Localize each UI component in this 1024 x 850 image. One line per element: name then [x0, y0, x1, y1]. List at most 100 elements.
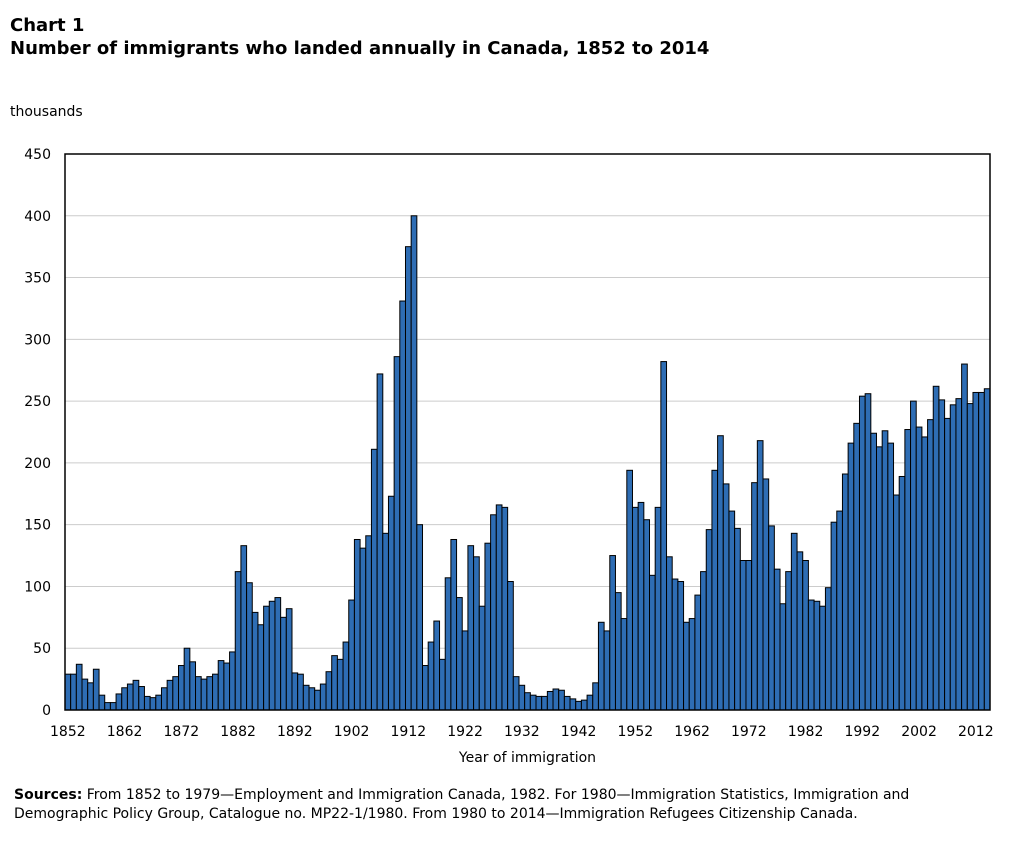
bar-1999: [898, 475, 906, 711]
bar-1956: [654, 506, 662, 711]
bar-1852: [64, 673, 72, 711]
bar-1989: [841, 473, 849, 711]
bar-1959: [671, 578, 679, 711]
bar-2006: [938, 399, 946, 711]
bar-1906: [370, 448, 378, 711]
bar-1892: [291, 672, 299, 711]
bar-1941: [569, 698, 577, 711]
chart-label: Chart 1: [10, 15, 85, 36]
bar-1974: [756, 440, 764, 711]
bar-1987: [830, 521, 838, 711]
bar-1952: [631, 506, 639, 711]
bar-1872: [177, 665, 185, 711]
bar-1897: [319, 683, 327, 711]
bar-1926: [484, 542, 492, 711]
x-tick-label: 1962: [674, 724, 710, 740]
bar-1983: [807, 599, 815, 711]
bar-1953: [637, 501, 645, 711]
bar-1907: [376, 373, 384, 711]
bar-1988: [836, 510, 843, 711]
bar-1979: [785, 571, 792, 711]
y-axis: 0 50 100 150 200 250 300 350 400 450: [24, 147, 51, 719]
bar-1912: [404, 246, 412, 711]
bar-1955: [649, 574, 656, 711]
bar-1869: [160, 687, 168, 711]
plot-frame: [64, 153, 991, 711]
sources-text: From 1852 to 1979—Employment and Immigra…: [14, 787, 910, 822]
bar-1868: [155, 694, 162, 711]
bar-1904: [359, 547, 367, 711]
bar-1938: [552, 688, 560, 711]
bar-1856: [87, 682, 94, 711]
bar-1895: [308, 687, 316, 711]
y-tick-label: 450: [24, 147, 51, 163]
sources-label: Sources:: [14, 787, 83, 803]
bar-1916: [427, 641, 435, 711]
bar-1884: [246, 582, 253, 711]
bar-1945: [592, 682, 599, 711]
x-tick-label: 2012: [958, 724, 994, 740]
bar-1861: [115, 693, 123, 711]
bar-1913: [410, 215, 418, 711]
x-tick-label: 1912: [391, 724, 427, 740]
bar-2005: [932, 385, 940, 711]
y-tick-label: 400: [24, 209, 51, 225]
bar-1909: [387, 495, 395, 711]
bar-1921: [456, 597, 463, 711]
y-tick-label: 50: [33, 641, 51, 657]
x-tick-label: 1862: [107, 724, 143, 740]
bar-2001: [910, 400, 917, 711]
bar-1973: [751, 482, 758, 711]
bar-1860: [109, 702, 117, 711]
bar-1968: [722, 483, 730, 711]
bar-1934: [529, 694, 537, 711]
bar-1997: [887, 442, 895, 711]
bar-1935: [535, 695, 543, 711]
bar-1911: [399, 300, 406, 711]
bar-1915: [422, 665, 429, 711]
bar-1946: [597, 621, 605, 711]
bar-1936: [541, 695, 548, 711]
bar-2002: [915, 426, 923, 711]
bar-1930: [507, 581, 514, 711]
bar-1923: [467, 545, 475, 711]
bar-1942: [575, 700, 582, 711]
bar-chart: 0 50 100 150 200 250 300 350 400 450 1852 1862 1872…: [24, 147, 994, 766]
x-tick-label: 1892: [277, 724, 313, 740]
bar-1963: [694, 594, 702, 711]
bar-1971: [739, 559, 747, 711]
bar-1881: [229, 651, 236, 711]
x-axis-label: Year of immigration: [458, 750, 596, 766]
bar-1858: [98, 694, 106, 711]
bar-1893: [297, 673, 304, 711]
bar-1894: [302, 684, 310, 711]
bar-1917: [433, 620, 441, 711]
bar-1929: [501, 506, 509, 711]
x-tick-label: 1932: [504, 724, 540, 740]
x-tick-label: 2002: [901, 724, 937, 740]
bar-1975: [762, 478, 770, 711]
bar-1876: [200, 678, 208, 711]
bar-2009: [955, 398, 963, 711]
y-tick-label: 350: [24, 271, 51, 287]
bar-1982: [802, 559, 809, 711]
bar-1874: [189, 661, 197, 711]
bar-1901: [342, 641, 350, 711]
bar-1903: [353, 538, 361, 711]
bar-1960: [677, 581, 685, 711]
bar-1998: [893, 494, 900, 711]
bar-1891: [285, 608, 293, 711]
bar-1865: [138, 686, 145, 711]
y-tick-label: 250: [24, 394, 51, 410]
x-tick-label: 1992: [844, 724, 880, 740]
bar-1931: [512, 676, 520, 711]
bar-1862: [121, 687, 128, 711]
bar-2007: [944, 417, 951, 711]
x-tick-label: 1972: [731, 724, 767, 740]
bar-2003: [921, 436, 929, 711]
bar-1925: [478, 605, 486, 711]
bar-1882: [234, 571, 242, 711]
bar-1950: [620, 618, 628, 711]
bar-1867: [149, 697, 157, 711]
bar-1970: [734, 527, 741, 711]
